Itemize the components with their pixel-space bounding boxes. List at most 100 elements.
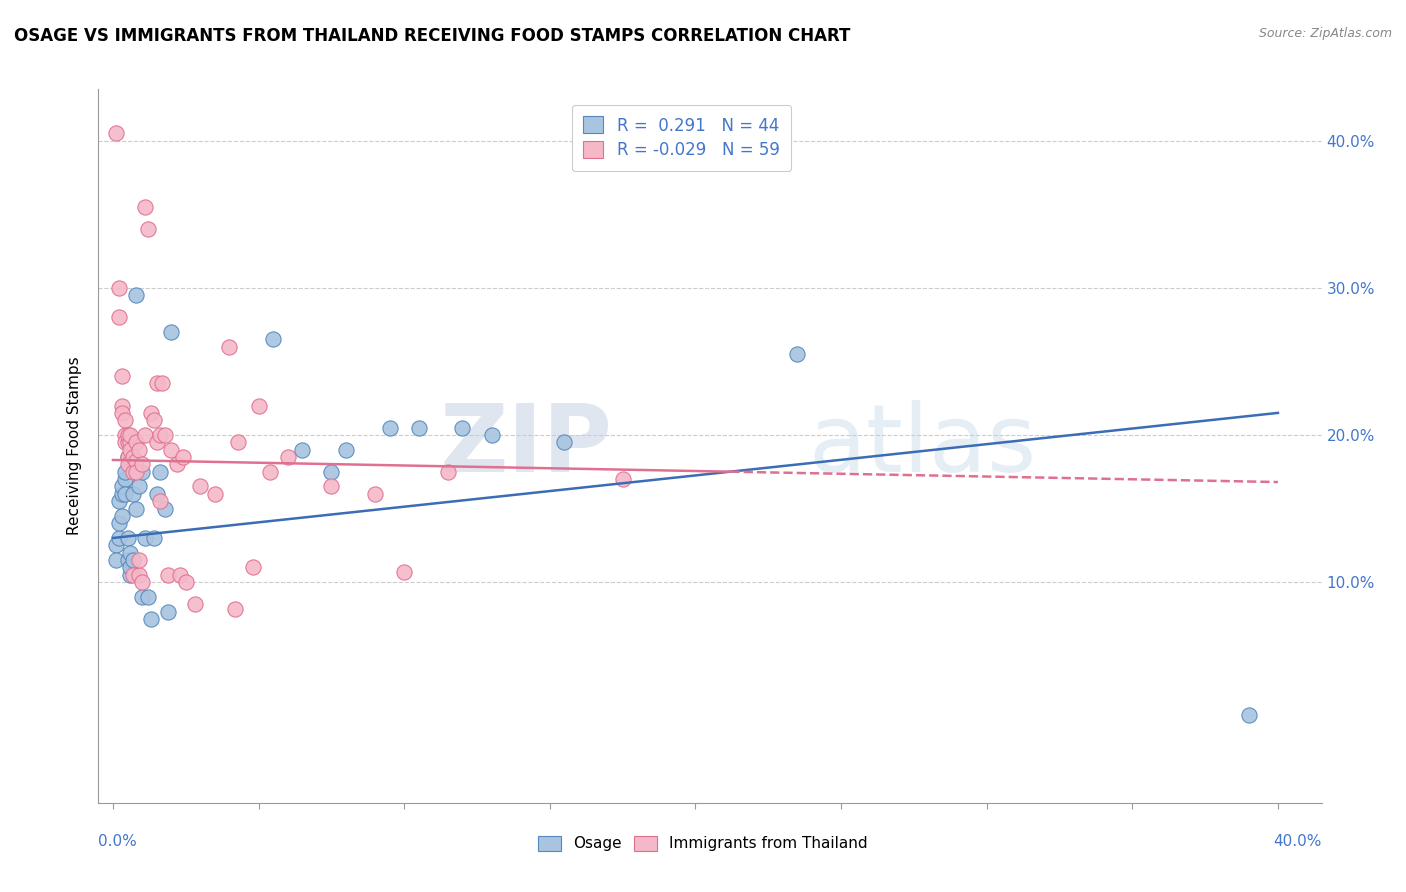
Point [321,465,343,479]
Point [145,487,167,501]
Point [166,458,188,472]
Point [157,605,180,619]
Point [108,516,131,531]
Point [111,487,134,501]
Point [149,428,172,442]
Point [160,325,183,339]
Point [134,531,156,545]
Point [125,435,148,450]
Point [125,288,148,302]
Point [128,567,150,582]
Point [114,465,136,479]
Point [125,454,148,468]
Point [183,597,205,611]
Point [335,442,357,457]
Point [114,428,136,442]
Point [242,560,264,574]
Point [111,399,134,413]
Point [226,435,249,450]
Point [291,442,314,457]
Point [160,442,183,457]
Point [364,487,387,501]
Point [612,472,634,486]
Point [122,553,145,567]
Point [157,567,180,582]
Y-axis label: Receiving Food Stamps: Receiving Food Stamps [67,357,83,535]
Point [114,487,136,501]
Point [134,200,156,214]
Text: 40.0%: 40.0% [1274,834,1322,849]
Point [142,413,165,427]
Point [188,479,212,493]
Point [117,450,139,464]
Point [378,420,401,434]
Point [224,601,246,615]
Text: OSAGE VS IMMIGRANTS FROM THAILAND RECEIVING FOOD STAMPS CORRELATION CHART: OSAGE VS IMMIGRANTS FROM THAILAND RECEIV… [14,27,851,45]
Point [174,575,197,590]
Point [108,531,131,545]
Point [259,465,281,479]
Point [139,612,162,626]
Point [136,590,159,604]
Point [114,472,136,486]
Point [145,376,167,391]
Point [155,428,177,442]
Point [247,399,270,413]
Point [128,553,150,567]
Point [218,340,240,354]
Point [451,420,474,434]
Point [117,458,139,472]
Point [111,406,134,420]
Point [134,428,156,442]
Point [128,442,150,457]
Point [204,487,226,501]
Point [122,567,145,582]
Legend: R =  0.291   N = 44, R = -0.029   N = 59: R = 0.291 N = 44, R = -0.029 N = 59 [572,104,792,171]
Point [104,126,127,140]
Point [142,531,165,545]
Point [111,479,134,493]
Point [114,435,136,450]
Point [394,565,416,579]
Point [122,487,145,501]
Point [114,413,136,427]
Point [131,465,153,479]
Point [117,428,139,442]
Point [321,479,343,493]
Point [136,222,159,236]
Text: ZIP: ZIP [439,400,612,492]
Point [786,347,808,361]
Point [152,376,174,391]
Point [120,560,142,574]
Point [120,567,142,582]
Point [149,465,172,479]
Text: Source: ZipAtlas.com: Source: ZipAtlas.com [1258,27,1392,40]
Point [120,428,142,442]
Point [117,553,139,567]
Point [139,406,162,420]
Point [120,546,142,560]
Point [117,531,139,545]
Text: 0.0%: 0.0% [98,834,138,849]
Legend: Osage, Immigrants from Thailand: Osage, Immigrants from Thailand [531,830,875,857]
Point [437,465,460,479]
Point [122,450,145,464]
Point [120,435,142,450]
Point [131,575,153,590]
Point [117,450,139,464]
Point [125,501,148,516]
Point [111,508,134,523]
Point [117,435,139,450]
Point [111,369,134,384]
Point [131,458,153,472]
Point [481,428,503,442]
Point [125,465,148,479]
Point [408,420,430,434]
Point [120,442,142,457]
Point [131,590,153,604]
Point [108,494,131,508]
Point [169,567,191,582]
Point [277,450,299,464]
Point [108,310,131,325]
Point [262,332,284,346]
